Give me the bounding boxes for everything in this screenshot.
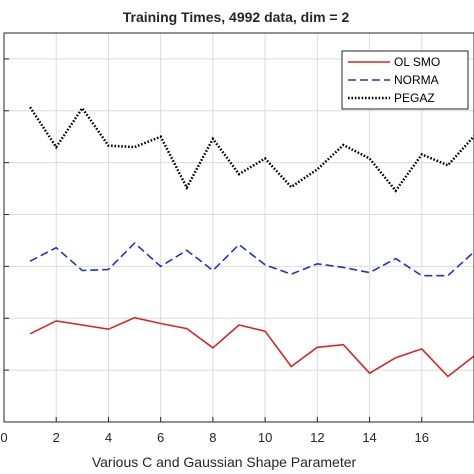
x-tick-label: 16 (415, 430, 429, 445)
x-tick-label: 8 (209, 430, 216, 445)
x-tick-label: 6 (157, 430, 164, 445)
x-axis-label: Various C and Gaussian Shape Parameter (92, 454, 357, 470)
chart-title: Training Times, 4992 data, dim = 2 (123, 9, 350, 25)
legend-label-0: OL SMO (394, 55, 440, 69)
x-tick-label: 12 (310, 430, 324, 445)
x-tick-label: 14 (362, 430, 376, 445)
series-line-2 (29, 105, 474, 193)
x-tick-label: 10 (258, 430, 272, 445)
x-tick-label: 4 (105, 430, 112, 445)
series-line-1 (29, 241, 474, 277)
plot-area (29, 105, 474, 378)
x-tick-label: 0 (0, 430, 7, 445)
legend-label-2: PEGAZ (394, 91, 435, 105)
series-line-0 (29, 316, 474, 378)
axis-ticks: 0 2 4 6 8 10 12 14 16 (0, 58, 429, 445)
axes-frame (3, 32, 474, 423)
legend: OL SMO NORMA PEGAZ (341, 50, 469, 110)
x-tick-label: 2 (53, 430, 60, 445)
legend-label-1: NORMA (394, 73, 439, 87)
